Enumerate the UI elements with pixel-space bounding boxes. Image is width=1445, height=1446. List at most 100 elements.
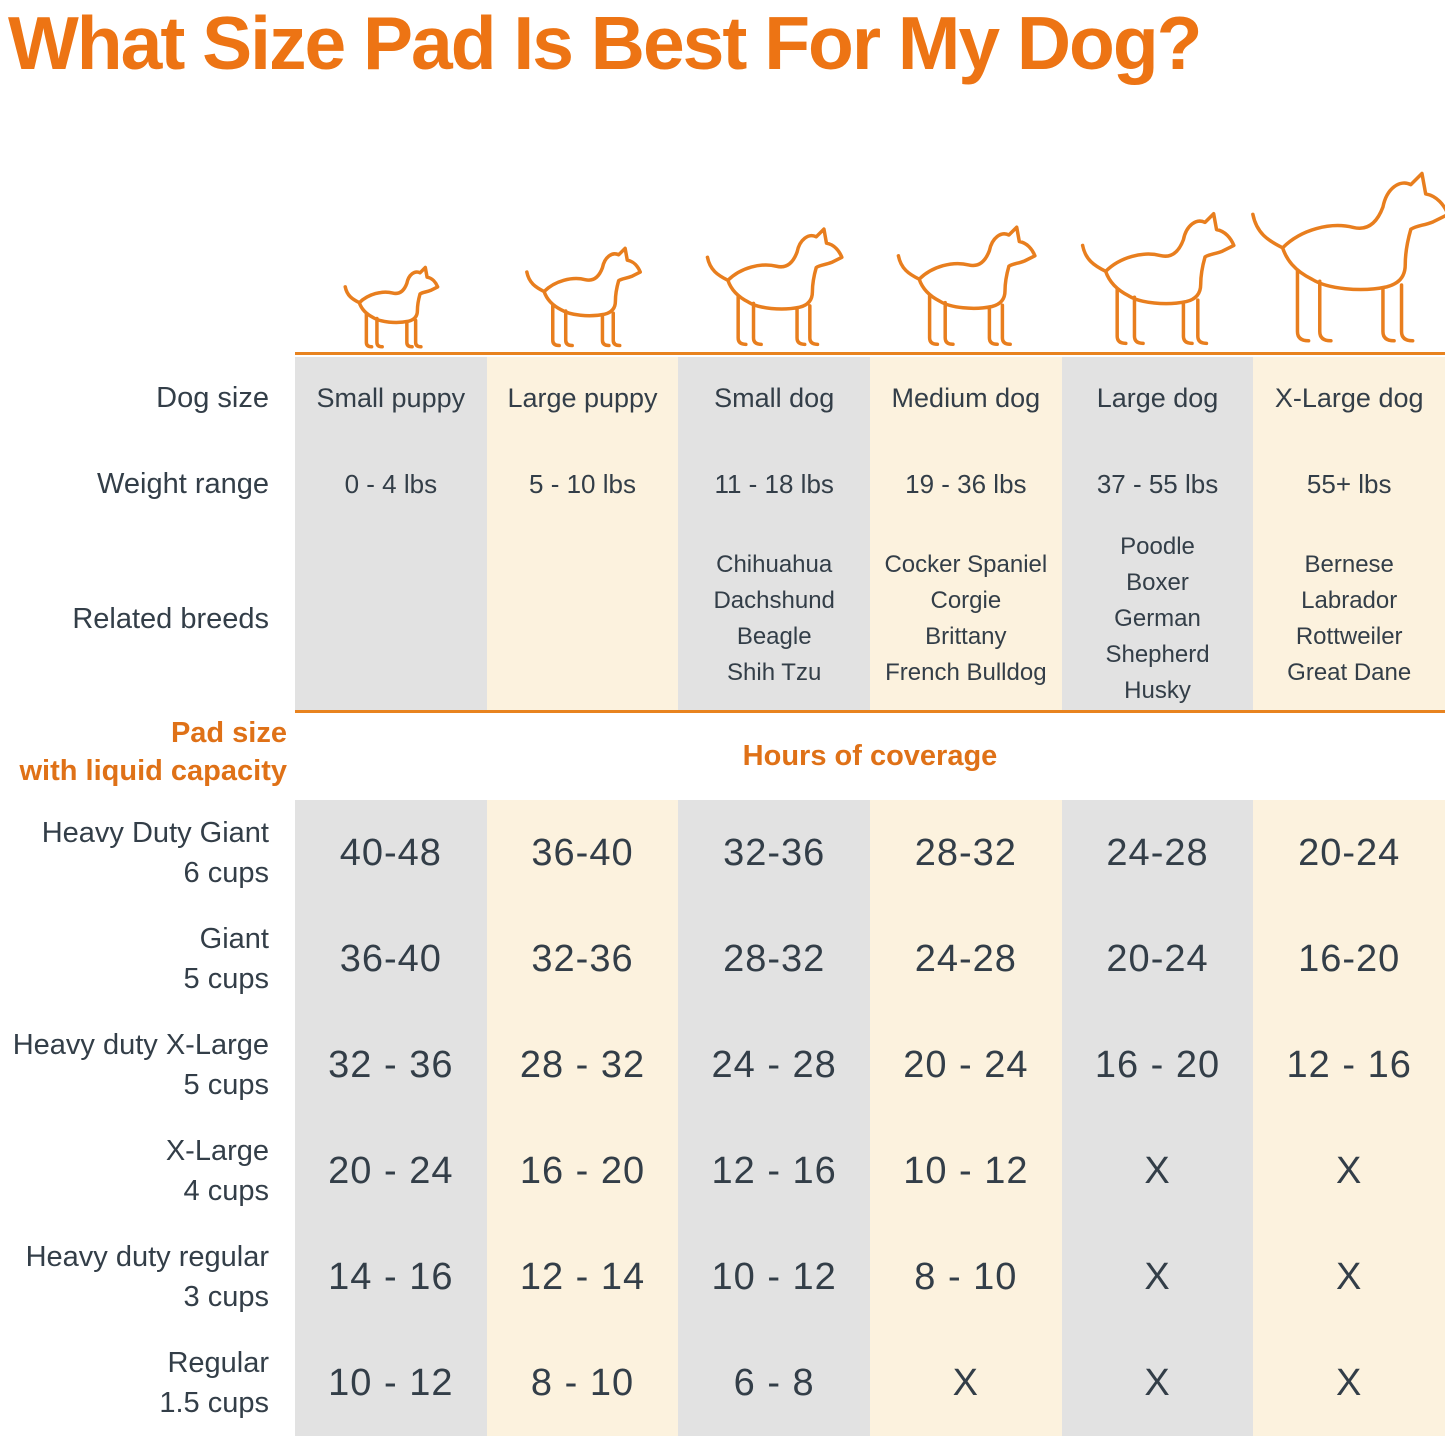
hours-cell: 8 - 10 — [914, 1255, 1018, 1298]
hours-cell: 28 - 32 — [519, 1043, 646, 1086]
hours-cell: X — [1144, 1361, 1171, 1404]
pad-row-x-large: X-Large 4 cups 20 - 24 16 - 20 12 - 16 1… — [0, 1118, 1445, 1224]
hours-cell: 10 - 12 — [903, 1149, 1029, 1192]
hours-cell: 32-36 — [531, 937, 634, 980]
pad-size-axis-label: Pad size with liquid capacity — [0, 714, 295, 790]
small-dog-icon — [697, 224, 851, 352]
pad-name: Heavy duty regular — [25, 1240, 269, 1273]
weight-range-row: Weight range 0 - 4 lbs 5 - 10 lbs 11 - 1… — [0, 440, 1445, 528]
weight-cell: 5 - 10 lbs — [529, 468, 636, 499]
hours-cell: 20-24 — [1106, 937, 1209, 980]
hours-cell: 12 - 14 — [519, 1255, 646, 1298]
hours-cell: 20-24 — [1298, 831, 1401, 874]
column-bg-large-dog — [1061, 357, 1254, 1436]
pad-row-giant: Giant 5 cups 36-40 32-36 28-32 24-28 20-… — [0, 906, 1445, 1012]
column-bg-small-dog — [678, 357, 871, 1436]
hours-cell: 24-28 — [1106, 831, 1209, 874]
hours-of-coverage-band — [295, 713, 1445, 800]
dog-size-row: Dog size Small puppy Large puppy Small d… — [0, 357, 1445, 440]
breeds-cell: Cocker Spaniel Corgie Brittany French Bu… — [884, 551, 1048, 686]
hours-cell: X — [1336, 1361, 1363, 1404]
pad-row-heavy-duty-x-large: Heavy duty X-Large 5 cups 32 - 36 28 - 3… — [0, 1012, 1445, 1118]
medium-dog-icon — [888, 222, 1044, 352]
hours-of-coverage-label: Hours of coverage — [742, 740, 998, 772]
hours-cell: X — [1144, 1255, 1171, 1298]
column-header-x-large-dog: X-Large dog — [1274, 383, 1424, 413]
breeds-cell: Poodle Boxer German Shepherd Husky — [1105, 533, 1210, 704]
pad-name: Heavy Duty Giant — [41, 816, 269, 849]
row-label-dog-size: Dog size — [156, 382, 269, 414]
hours-cell: 6 - 8 — [733, 1361, 815, 1404]
weight-cell: 11 - 18 lbs — [714, 468, 834, 499]
column-bg-large-puppy — [486, 357, 679, 1436]
breeds-cell: Bernese Labrador Rottweiler Great Dane — [1287, 551, 1412, 686]
hours-cell: 20 - 24 — [328, 1149, 454, 1192]
weight-cell: 37 - 55 lbs — [1096, 468, 1219, 499]
column-bg-medium-dog — [870, 357, 1062, 1436]
ground-line — [295, 352, 1445, 355]
hours-cell: 10 - 12 — [328, 1361, 454, 1404]
hours-cell: X — [1144, 1149, 1171, 1192]
pad-capacity: 6 cups — [183, 856, 269, 889]
hours-cell: 12 - 16 — [1286, 1043, 1412, 1086]
pad-row-regular: Regular 1.5 cups 10 - 12 8 - 10 6 - 8 X … — [0, 1330, 1445, 1436]
pad-row-heavy-duty-regular: Heavy duty regular 3 cups 14 - 16 12 - 1… — [0, 1224, 1445, 1330]
pad-name: Heavy duty X-Large — [12, 1028, 269, 1061]
pad-capacity: 5 cups — [183, 1068, 269, 1101]
pad-capacity: 5 cups — [183, 962, 269, 995]
hours-cell: X — [1336, 1255, 1363, 1298]
x-large-dog-icon — [1238, 166, 1445, 352]
row-label-related-breeds: Related breeds — [72, 602, 269, 635]
row-label-weight-range: Weight range — [97, 467, 269, 500]
column-header-medium-dog: Medium dog — [891, 383, 1041, 413]
large-dog-icon — [1071, 208, 1244, 352]
pad-row-label: Regular 1.5 cups — [0, 1345, 295, 1422]
column-bg-small-puppy — [295, 357, 487, 1436]
hours-cell: 12 - 16 — [711, 1149, 837, 1192]
related-breeds-row: Related breeds Chihuahua Dachshund Beagl… — [0, 528, 1445, 710]
hours-cell: 28-32 — [723, 937, 826, 980]
hours-cell: 16 - 20 — [1094, 1043, 1221, 1086]
pad-row-label: X-Large 4 cups — [0, 1133, 295, 1210]
hours-cell: 40-48 — [339, 831, 442, 874]
pad-row-label: Heavy Duty Giant 6 cups — [0, 815, 295, 892]
hours-cell: 32 - 36 — [328, 1043, 454, 1086]
pad-row-label: Heavy duty regular 3 cups — [0, 1239, 295, 1316]
pad-name: X-Large — [165, 1134, 269, 1167]
large-puppy-icon — [518, 244, 648, 352]
pad-capacity: 4 cups — [183, 1174, 269, 1207]
pad-row-heavy-duty-giant: Heavy Duty Giant 6 cups 40-48 36-40 32-3… — [0, 800, 1445, 906]
column-header-large-puppy: Large puppy — [507, 383, 658, 413]
small-puppy-icon — [338, 264, 444, 352]
section-divider-line — [295, 710, 1445, 713]
hours-cell: 36-40 — [531, 831, 634, 874]
hours-cell: X — [1336, 1149, 1363, 1192]
hours-cell: 14 - 16 — [328, 1255, 454, 1298]
column-header-large-dog: Large dog — [1096, 383, 1219, 413]
column-backgrounds — [295, 357, 1445, 1436]
weight-cell: 19 - 36 lbs — [905, 468, 1027, 499]
hours-cell: 36-40 — [339, 937, 442, 980]
pad-size-axis-label-line1: Pad size — [170, 717, 287, 749]
hours-cell: 24 - 28 — [711, 1043, 837, 1086]
weight-cell: 55+ lbs — [1306, 468, 1392, 499]
hours-cell: 16 - 20 — [519, 1149, 646, 1192]
pad-row-label: Heavy duty X-Large 5 cups — [0, 1027, 295, 1104]
pad-name: Giant — [199, 922, 269, 955]
pad-row-label: Giant 5 cups — [0, 921, 295, 998]
hours-cell: 24-28 — [914, 937, 1017, 980]
pad-size-axis-label-line2: with liquid capacity — [19, 755, 288, 787]
hours-cell: 20 - 24 — [903, 1043, 1029, 1086]
weight-cell: 0 - 4 lbs — [344, 468, 438, 499]
hours-cell: 10 - 12 — [711, 1255, 837, 1298]
hours-cell: 28-32 — [914, 831, 1017, 874]
breeds-cell: Chihuahua Dachshund Beagle Shih Tzu — [713, 551, 835, 686]
pad-name: Regular — [167, 1346, 269, 1379]
column-header-small-dog: Small dog — [714, 383, 835, 413]
pad-capacity: 1.5 cups — [159, 1386, 269, 1419]
hours-cell: 16-20 — [1298, 937, 1401, 980]
column-bg-x-large-dog — [1253, 357, 1445, 1436]
pad-capacity: 3 cups — [183, 1280, 269, 1313]
hours-cell: X — [952, 1361, 980, 1404]
